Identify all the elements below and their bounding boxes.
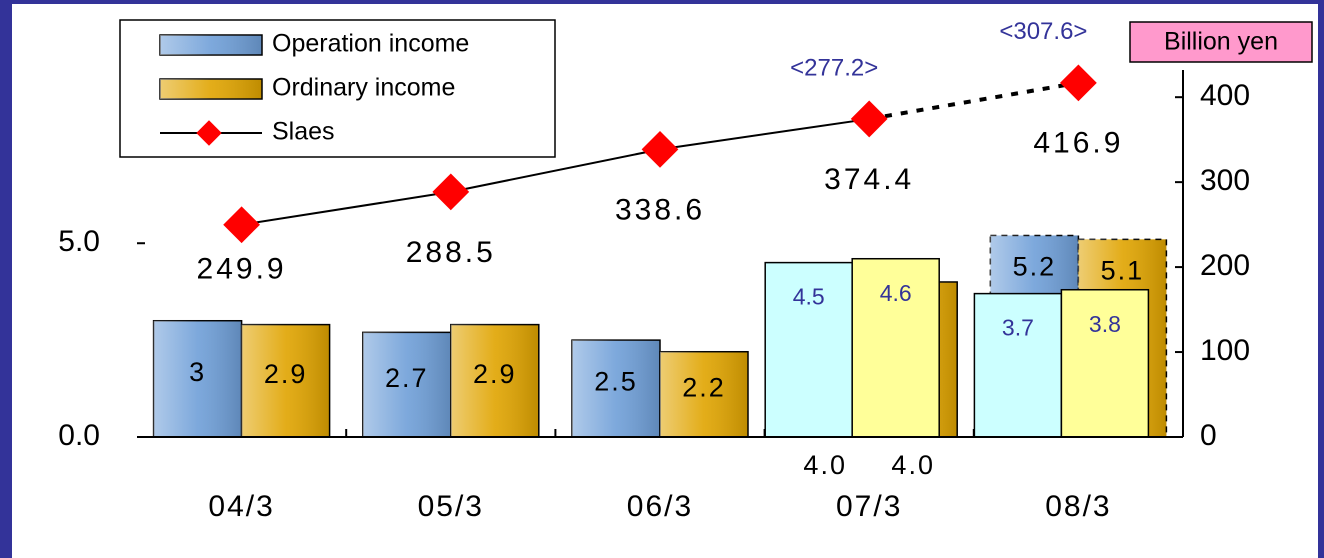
x-tick-label: 07/3 xyxy=(836,490,902,523)
overlay-bar-label: 3.7 xyxy=(1002,315,1034,341)
line-label: 374.4 xyxy=(824,163,914,196)
bar-shine xyxy=(660,351,748,437)
overlay-bar xyxy=(1060,288,1150,438)
line-marker xyxy=(1060,64,1097,102)
overlay-bar-label: 4.5 xyxy=(793,284,825,310)
bar-shine xyxy=(450,324,539,437)
overlay-bar xyxy=(764,261,853,438)
annotation: <307.6> xyxy=(999,18,1087,45)
bar-label: 4.0 xyxy=(803,450,847,480)
frame-top xyxy=(0,0,1324,4)
y-tick-label: 0.0 xyxy=(58,419,100,452)
x-tick-label: 08/3 xyxy=(1045,490,1111,523)
bar-label: 2.5 xyxy=(594,367,638,397)
x-tick-label: 04/3 xyxy=(208,490,274,523)
line-marker xyxy=(850,100,888,138)
bar-label: 2.2 xyxy=(682,372,726,402)
bar-label: 2.9 xyxy=(473,359,517,389)
line-label: 416.9 xyxy=(1033,127,1123,160)
bar-label: 2.7 xyxy=(385,363,429,393)
line-segment xyxy=(868,80,1079,121)
x-tick-label: 05/3 xyxy=(418,490,484,523)
bar-label: 2.9 xyxy=(264,359,308,389)
frame-left xyxy=(0,0,12,558)
legend-label: Operation income xyxy=(272,30,469,58)
y2-tick-label: 300 xyxy=(1200,164,1250,197)
y2-label: Billion yen xyxy=(1164,28,1278,56)
line-segment xyxy=(659,117,870,151)
bar-label: 3 xyxy=(189,357,206,387)
y-tick-label: 5.0 xyxy=(58,225,100,258)
bar-shine xyxy=(241,324,330,437)
bar-shine xyxy=(362,332,451,437)
line-marker xyxy=(432,173,470,211)
y2-tick-label: 100 xyxy=(1200,334,1250,367)
bar-shine xyxy=(572,340,660,437)
line-segment xyxy=(450,148,661,193)
annotation: <277.2> xyxy=(790,54,878,81)
legend-shine xyxy=(160,79,262,99)
line-label: 249.9 xyxy=(197,253,287,286)
y2-tick-label: 0 xyxy=(1200,419,1217,452)
legend-shine xyxy=(160,35,262,55)
legend-label: Slaes xyxy=(272,118,335,146)
frame-right xyxy=(1318,0,1324,558)
bar-label: 4.0 xyxy=(891,450,935,480)
bar-label: 5.1 xyxy=(1101,255,1145,285)
line-marker xyxy=(641,130,679,168)
line-label: 288.5 xyxy=(406,236,496,269)
line-segment xyxy=(241,190,451,226)
overlay-bar xyxy=(851,257,940,438)
y2-label-box xyxy=(1129,21,1313,63)
legend-label: Ordinary income xyxy=(272,74,455,102)
overlay-bar-label: 3.8 xyxy=(1089,311,1121,337)
x-tick-label: 06/3 xyxy=(627,490,693,523)
y2-tick-label: 400 xyxy=(1200,79,1250,112)
bar-shine xyxy=(153,320,242,437)
overlay-bar-label: 4.6 xyxy=(880,280,912,306)
y2-tick-label: 200 xyxy=(1200,249,1250,282)
bar-label: 5.2 xyxy=(1013,252,1057,282)
overlay-bar xyxy=(973,292,1063,438)
line-marker xyxy=(223,206,260,244)
line-label: 338.6 xyxy=(615,193,705,226)
